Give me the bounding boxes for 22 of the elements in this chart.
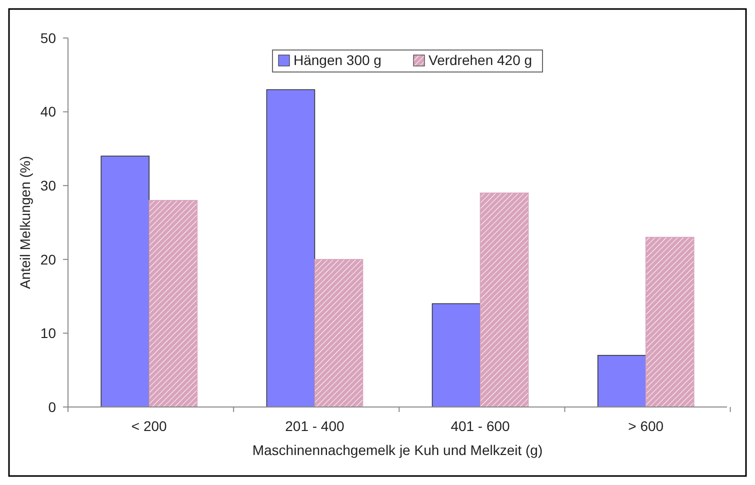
y-tick-label: 30: [40, 178, 56, 194]
bar: [645, 236, 694, 408]
x-tick-label: > 600: [628, 418, 664, 434]
bar: [480, 192, 529, 408]
y-axis-title: Anteil Melkungen (%): [17, 156, 33, 290]
x-axis-title: Maschinennachgemelk je Kuh und Melkzeit (g): [252, 442, 543, 458]
y-tick-label: 20: [40, 251, 56, 268]
y-tick-label: 40: [40, 104, 56, 120]
y-tick-label: 0: [48, 398, 56, 415]
bar: [432, 303, 481, 408]
bar: [597, 354, 646, 408]
bar: [100, 156, 150, 408]
bar: [266, 89, 316, 408]
x-tick-label: 401 - 600: [450, 418, 510, 434]
x-tick-label: 201 - 400: [285, 418, 344, 434]
x-tick-label: < 200: [131, 418, 168, 434]
legend-label: Verdrehen 420 g: [428, 52, 532, 68]
bar: [314, 259, 364, 408]
legend-label: Hängen 300 g: [294, 52, 382, 68]
bar: [148, 200, 198, 408]
y-tick-label: 10: [40, 325, 56, 342]
y-tick-label: 50: [40, 30, 56, 46]
